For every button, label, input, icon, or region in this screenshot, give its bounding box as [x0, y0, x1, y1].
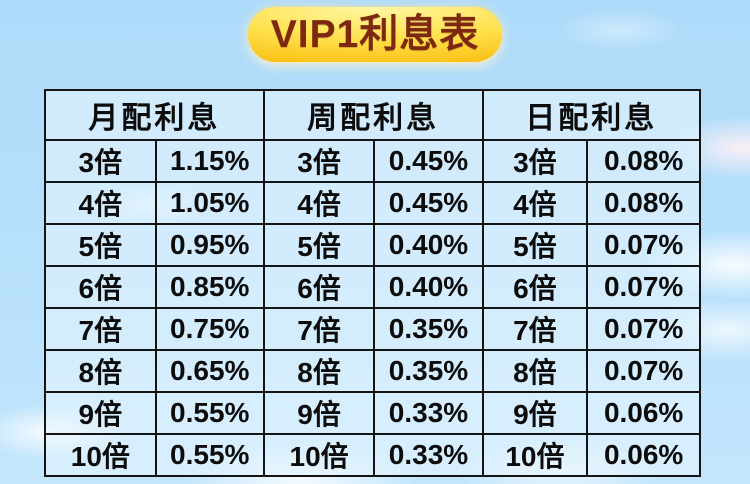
- page-title: VIP1利息表: [270, 13, 480, 56]
- column-group-header-monthly: 月配利息: [44, 89, 265, 141]
- weekly-rate-cell: 0.35%: [373, 349, 484, 393]
- table-row: 5倍 0.95% 5倍 0.40% 5倍 0.07%: [44, 223, 701, 267]
- monthly-rate-cell: 1.05%: [154, 181, 265, 225]
- table-row: 3倍 1.15% 3倍 0.45% 3倍 0.08%: [44, 139, 701, 183]
- leverage-cell: 9倍: [262, 391, 376, 435]
- leverage-cell: 5倍: [44, 223, 157, 267]
- table-row: 10倍 0.55% 10倍 0.33% 10倍 0.06%: [44, 433, 701, 477]
- leverage-cell: 8倍: [262, 349, 376, 393]
- leverage-cell: 4倍: [262, 181, 376, 225]
- leverage-cell: 7倍: [481, 307, 589, 351]
- leverage-cell: 10倍: [44, 433, 157, 477]
- weekly-rate-cell: 0.45%: [373, 139, 484, 183]
- table-row: 8倍 0.65% 8倍 0.35% 8倍 0.07%: [44, 349, 701, 393]
- daily-rate-cell: 0.07%: [586, 223, 701, 267]
- column-group-header-weekly: 周配利息: [262, 89, 484, 141]
- leverage-cell: 8倍: [44, 349, 157, 393]
- monthly-rate-cell: 0.55%: [154, 433, 265, 477]
- leverage-cell: 5倍: [481, 223, 589, 267]
- daily-rate-cell: 0.07%: [586, 307, 701, 351]
- weekly-rate-cell: 0.35%: [373, 307, 484, 351]
- leverage-cell: 9倍: [481, 391, 589, 435]
- leverage-cell: 4倍: [481, 181, 589, 225]
- leverage-cell: 3倍: [44, 139, 157, 183]
- leverage-cell: 4倍: [44, 181, 157, 225]
- table-header-row: 月配利息 周配利息 日配利息: [44, 89, 701, 141]
- table-row: 7倍 0.75% 7倍 0.35% 7倍 0.07%: [44, 307, 701, 351]
- monthly-rate-cell: 0.55%: [154, 391, 265, 435]
- table-row: 4倍 1.05% 4倍 0.45% 4倍 0.08%: [44, 181, 701, 225]
- daily-rate-cell: 0.07%: [586, 349, 701, 393]
- monthly-rate-cell: 1.15%: [154, 139, 265, 183]
- leverage-cell: 7倍: [262, 307, 376, 351]
- daily-rate-cell: 0.07%: [586, 265, 701, 309]
- weekly-rate-cell: 0.40%: [373, 223, 484, 267]
- leverage-cell: 10倍: [481, 433, 589, 477]
- leverage-cell: 9倍: [44, 391, 157, 435]
- leverage-cell: 10倍: [262, 433, 376, 477]
- leverage-cell: 6倍: [481, 265, 589, 309]
- leverage-cell: 6倍: [44, 265, 157, 309]
- leverage-cell: 8倍: [481, 349, 589, 393]
- column-group-header-daily: 日配利息: [481, 89, 701, 141]
- weekly-rate-cell: 0.45%: [373, 181, 484, 225]
- monthly-rate-cell: 0.75%: [154, 307, 265, 351]
- leverage-cell: 3倍: [481, 139, 589, 183]
- weekly-rate-cell: 0.33%: [373, 433, 484, 477]
- monthly-rate-cell: 0.85%: [154, 265, 265, 309]
- weekly-rate-cell: 0.40%: [373, 265, 484, 309]
- daily-rate-cell: 0.06%: [586, 391, 701, 435]
- leverage-cell: 6倍: [262, 265, 376, 309]
- table-row: 9倍 0.55% 9倍 0.33% 9倍 0.06%: [44, 391, 701, 435]
- daily-rate-cell: 0.08%: [586, 139, 701, 183]
- monthly-rate-cell: 0.65%: [154, 349, 265, 393]
- table-row: 6倍 0.85% 6倍 0.40% 6倍 0.07%: [44, 265, 701, 309]
- daily-rate-cell: 0.08%: [586, 181, 701, 225]
- daily-rate-cell: 0.06%: [586, 433, 701, 477]
- leverage-cell: 7倍: [44, 307, 157, 351]
- leverage-cell: 5倍: [262, 223, 376, 267]
- monthly-rate-cell: 0.95%: [154, 223, 265, 267]
- interest-rate-table: 月配利息 周配利息 日配利息 3倍 1.15% 3倍 0.45% 3倍 0.08…: [44, 89, 701, 477]
- leverage-cell: 3倍: [262, 139, 376, 183]
- title-badge: VIP1利息表: [248, 7, 502, 62]
- weekly-rate-cell: 0.33%: [373, 391, 484, 435]
